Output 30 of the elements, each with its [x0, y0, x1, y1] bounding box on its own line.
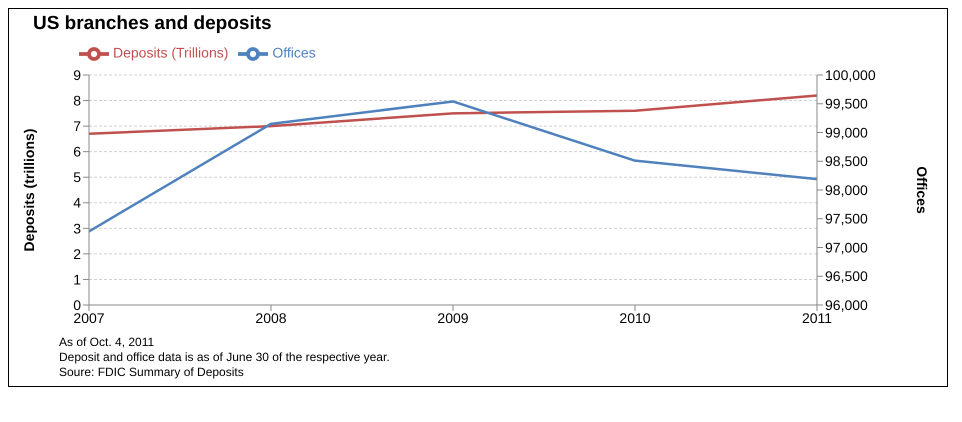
y-tick-label: 7	[73, 118, 82, 134]
text: Deposit and office data is as of June 30 of the respective year.	[59, 350, 391, 365]
y-tick-label: 5	[73, 169, 82, 186]
y-tick-label: 3	[73, 220, 82, 236]
x-tick-label: 2010	[619, 310, 651, 326]
y2-tick-label: 99,000	[825, 124, 868, 140]
y-axis-title: Deposits (trillions)	[20, 128, 37, 252]
y-tick-label: 2	[73, 246, 82, 262]
y-tick-label: 9	[73, 66, 82, 83]
y2-tick-label: 100,000	[825, 66, 876, 83]
y-tick-label: 8	[73, 92, 82, 109]
y-tick-label: 4	[73, 194, 82, 211]
text: Soure: FDIC Summary of Deposits	[59, 365, 245, 380]
y2-tick-label: 98,000	[825, 182, 868, 198]
y-tick-label: 6	[73, 144, 82, 160]
y2-tick-label: 97,000	[825, 239, 868, 256]
y2-tick-label: 98,500	[825, 153, 868, 170]
line-series	[88, 100, 818, 233]
legend-label: Offices	[272, 44, 316, 61]
legend-label: Deposits (Trillions)	[113, 44, 228, 61]
x-tick-label: 2009	[437, 310, 469, 326]
y2-axis-title: Offices	[914, 166, 930, 214]
y-tick-label: 1	[73, 271, 82, 288]
y2-tick-label: 96,500	[825, 268, 868, 284]
y2-tick-label: 97,500	[825, 210, 868, 227]
line-series	[88, 94, 818, 136]
chart-title: US branches and deposits	[33, 13, 273, 35]
x-tick-label: 2008	[255, 310, 287, 326]
y2-tick-label: 99,500	[825, 96, 868, 112]
text: As of Oct. 4, 2011	[59, 335, 156, 350]
